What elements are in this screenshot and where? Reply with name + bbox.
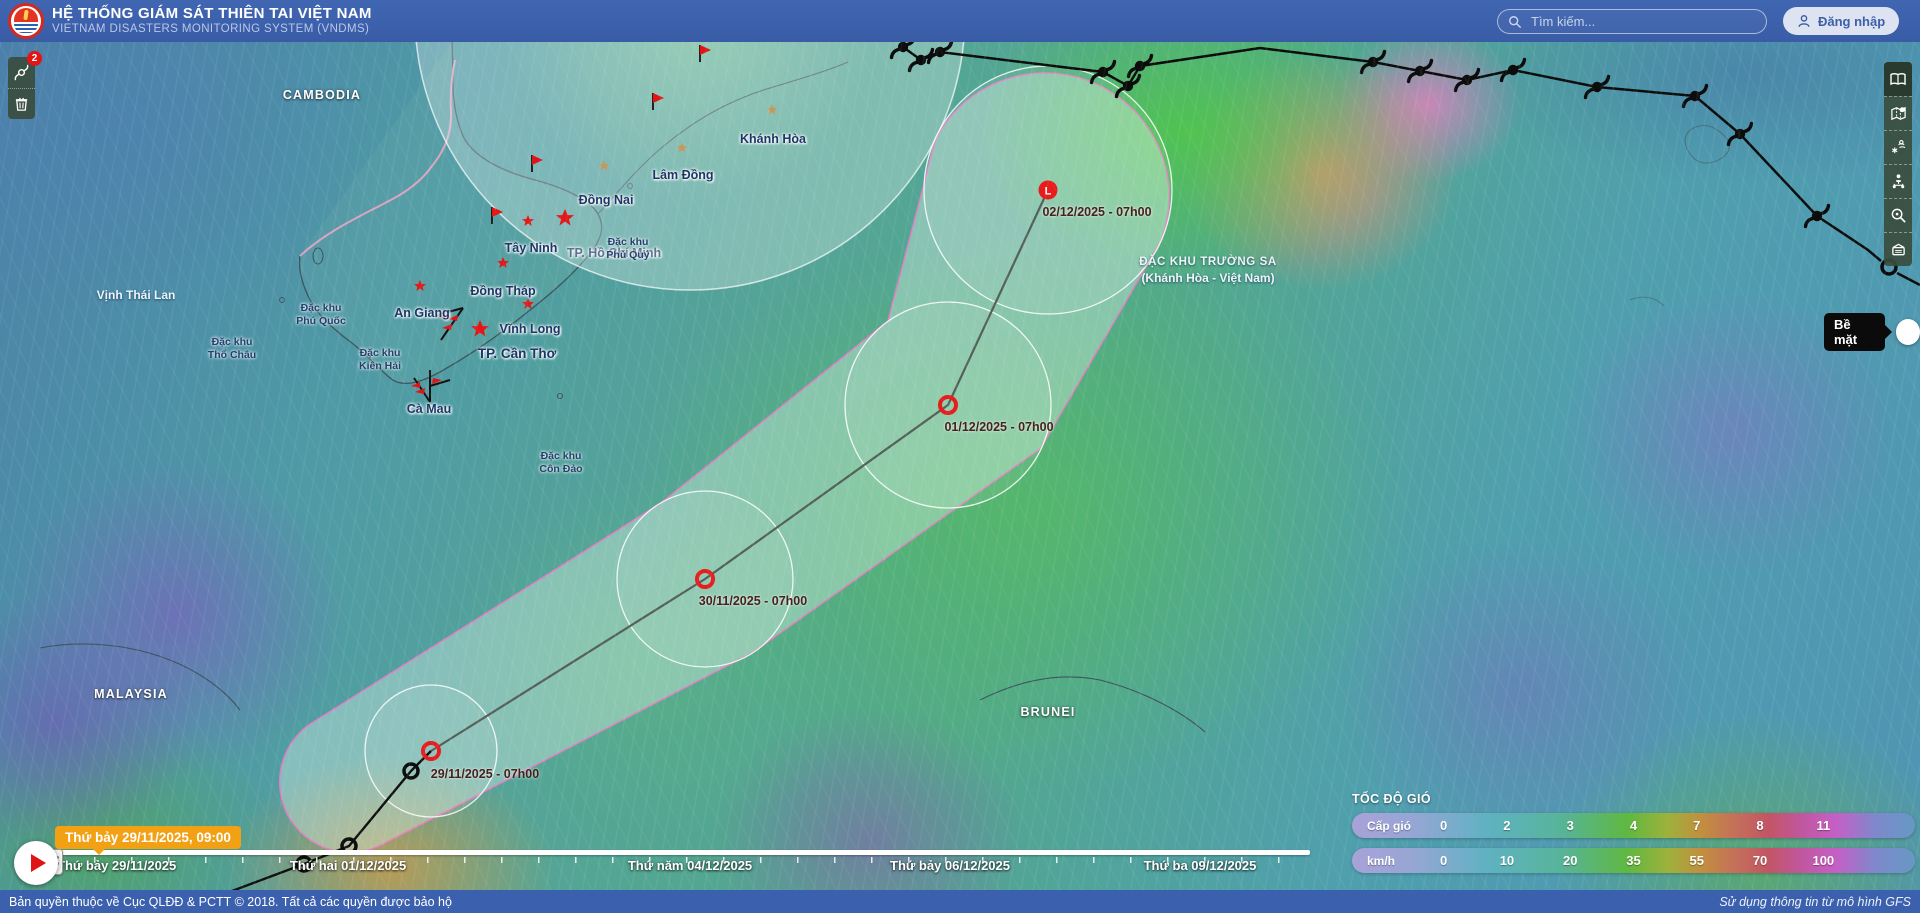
sidebar-item-map-layers[interactable] — [1884, 96, 1912, 130]
zoom-search-icon — [1891, 208, 1905, 223]
timeline-ticks — [57, 857, 1310, 863]
legend-value: 10 — [1499, 853, 1515, 868]
footer: Bản quyền thuộc về Cục QLĐĐ & PCTT © 201… — [0, 890, 1920, 913]
atlas-icon — [1890, 72, 1906, 85]
play-button[interactable] — [14, 841, 58, 885]
right-sidebar — [1884, 62, 1912, 266]
timeline-date-label: Thứ ba 09/12/2025 — [1143, 858, 1257, 873]
forecast-point — [938, 395, 958, 415]
clear-layers-button[interactable] — [8, 88, 35, 119]
user-icon — [1798, 15, 1810, 27]
timeline-date-label: Thứ bảy 29/11/2025 — [57, 858, 177, 873]
storm-track-history — [231, 750, 432, 890]
legend-value: 0 — [1440, 853, 1448, 868]
model-source-text: Sử dụng thông tin từ mô hình GFS — [1719, 894, 1911, 909]
active-storms-badge: 2 — [27, 51, 42, 66]
app-title: HỆ THỐNG GIÁM SÁT THIÊN TAI VIỆT NAM — [52, 5, 372, 22]
wind-danger-circle — [415, 42, 965, 291]
legend-value: 3 — [1566, 818, 1574, 833]
cyclone-layer-button[interactable] — [8, 57, 35, 88]
storm-hazard-icon — [1891, 140, 1905, 154]
legend-value: 11 — [1816, 818, 1831, 833]
search-icon — [1509, 15, 1521, 28]
search-box[interactable] — [1497, 9, 1767, 34]
wind-speed-legend: TỐC ĐỘ GIÓ Cấp gió 0 2 3 4 7 8 11 km/h 0 10 20 35… — [1352, 792, 1915, 883]
surface-toggle: Bề mặt — [1824, 313, 1920, 351]
header: HỆ THỐNG GIÁM SÁT THIÊN TAI VIỆT NAM VIE… — [0, 0, 1920, 42]
legend-value: 55 — [1689, 853, 1704, 868]
storm-track-points[interactable]: L — [295, 180, 1058, 873]
sidebar-item-zoom-search[interactable] — [1884, 198, 1912, 232]
legend-value: 2 — [1503, 818, 1511, 833]
notebook-icon — [1891, 243, 1905, 256]
map-canvas[interactable]: L — [0, 42, 1920, 890]
sidebar-item-storm-hazard[interactable] — [1884, 130, 1912, 164]
legend-value: 100 — [1812, 853, 1835, 868]
legend-title: TỐC ĐỘ GIÓ — [1352, 792, 1431, 806]
legend-row-beaufort: Cấp gió 0 2 3 4 7 8 11 — [1352, 813, 1915, 838]
forecast-cone — [278, 72, 1170, 854]
current-time-badge: Thứ bảy 29/11/2025, 09:00 — [55, 826, 241, 855]
legend-value: 35 — [1626, 853, 1641, 868]
legend-row-label: Cấp gió — [1367, 818, 1411, 833]
left-toolbar: 2 — [8, 51, 42, 119]
legend-value: 70 — [1752, 853, 1768, 868]
login-button[interactable]: Đăng nhập — [1783, 7, 1900, 35]
map-layers-icon — [1890, 106, 1906, 121]
low-pressure-letter: L — [1045, 186, 1052, 198]
surface-toggle-knob[interactable] — [1895, 319, 1920, 345]
timeline-date-label: Thứ bảy 06/12/2025 — [890, 858, 1010, 873]
timeline-date-label: Thứ năm 04/12/2025 — [627, 858, 753, 873]
low-pressure-point — [1038, 180, 1058, 200]
sidebar-item-atlas[interactable] — [1884, 62, 1912, 96]
cyclone-track — [889, 42, 1920, 287]
surface-toggle-label: Bề mặt — [1824, 313, 1885, 351]
search-input[interactable] — [1529, 13, 1756, 30]
copyright-text: Bản quyền thuộc về Cục QLĐĐ & PCTT © 201… — [9, 894, 452, 909]
map-overlay-svg: L — [39, 42, 1920, 890]
vndms-logo-icon — [8, 3, 44, 39]
hierarchy-icon — [1892, 174, 1904, 189]
legend-value: 20 — [1562, 853, 1578, 868]
app-subtitle: VIETNAM DISASTERS MONITORING SYSTEM (VND… — [52, 23, 370, 35]
history-point — [402, 762, 420, 780]
timeline-date-label: Thứ hai 01/12/2025 — [289, 858, 407, 873]
trash-icon — [15, 97, 28, 111]
cyclone-icon — [14, 64, 29, 81]
legend-value: 7 — [1693, 818, 1701, 833]
sidebar-item-hierarchy[interactable] — [1884, 164, 1912, 198]
sidebar-item-notebook[interactable] — [1884, 232, 1912, 266]
legend-row-kmh: km/h 0 10 20 35 55 70 100 — [1352, 848, 1915, 873]
legend-row-label: km/h — [1367, 853, 1396, 868]
legend-value: 4 — [1629, 818, 1638, 833]
coastlines — [39, 42, 1730, 733]
forecast-point — [421, 741, 441, 761]
legend-value: 8 — [1756, 818, 1764, 833]
legend-value: 0 — [1440, 818, 1448, 833]
wind-barb-icons — [411, 307, 464, 403]
timeline-track[interactable] — [55, 850, 1310, 855]
storm-track-forecast — [430, 189, 1049, 752]
login-label: Đăng nhập — [1818, 13, 1886, 29]
forecast-point — [695, 569, 715, 589]
play-icon — [30, 854, 46, 872]
